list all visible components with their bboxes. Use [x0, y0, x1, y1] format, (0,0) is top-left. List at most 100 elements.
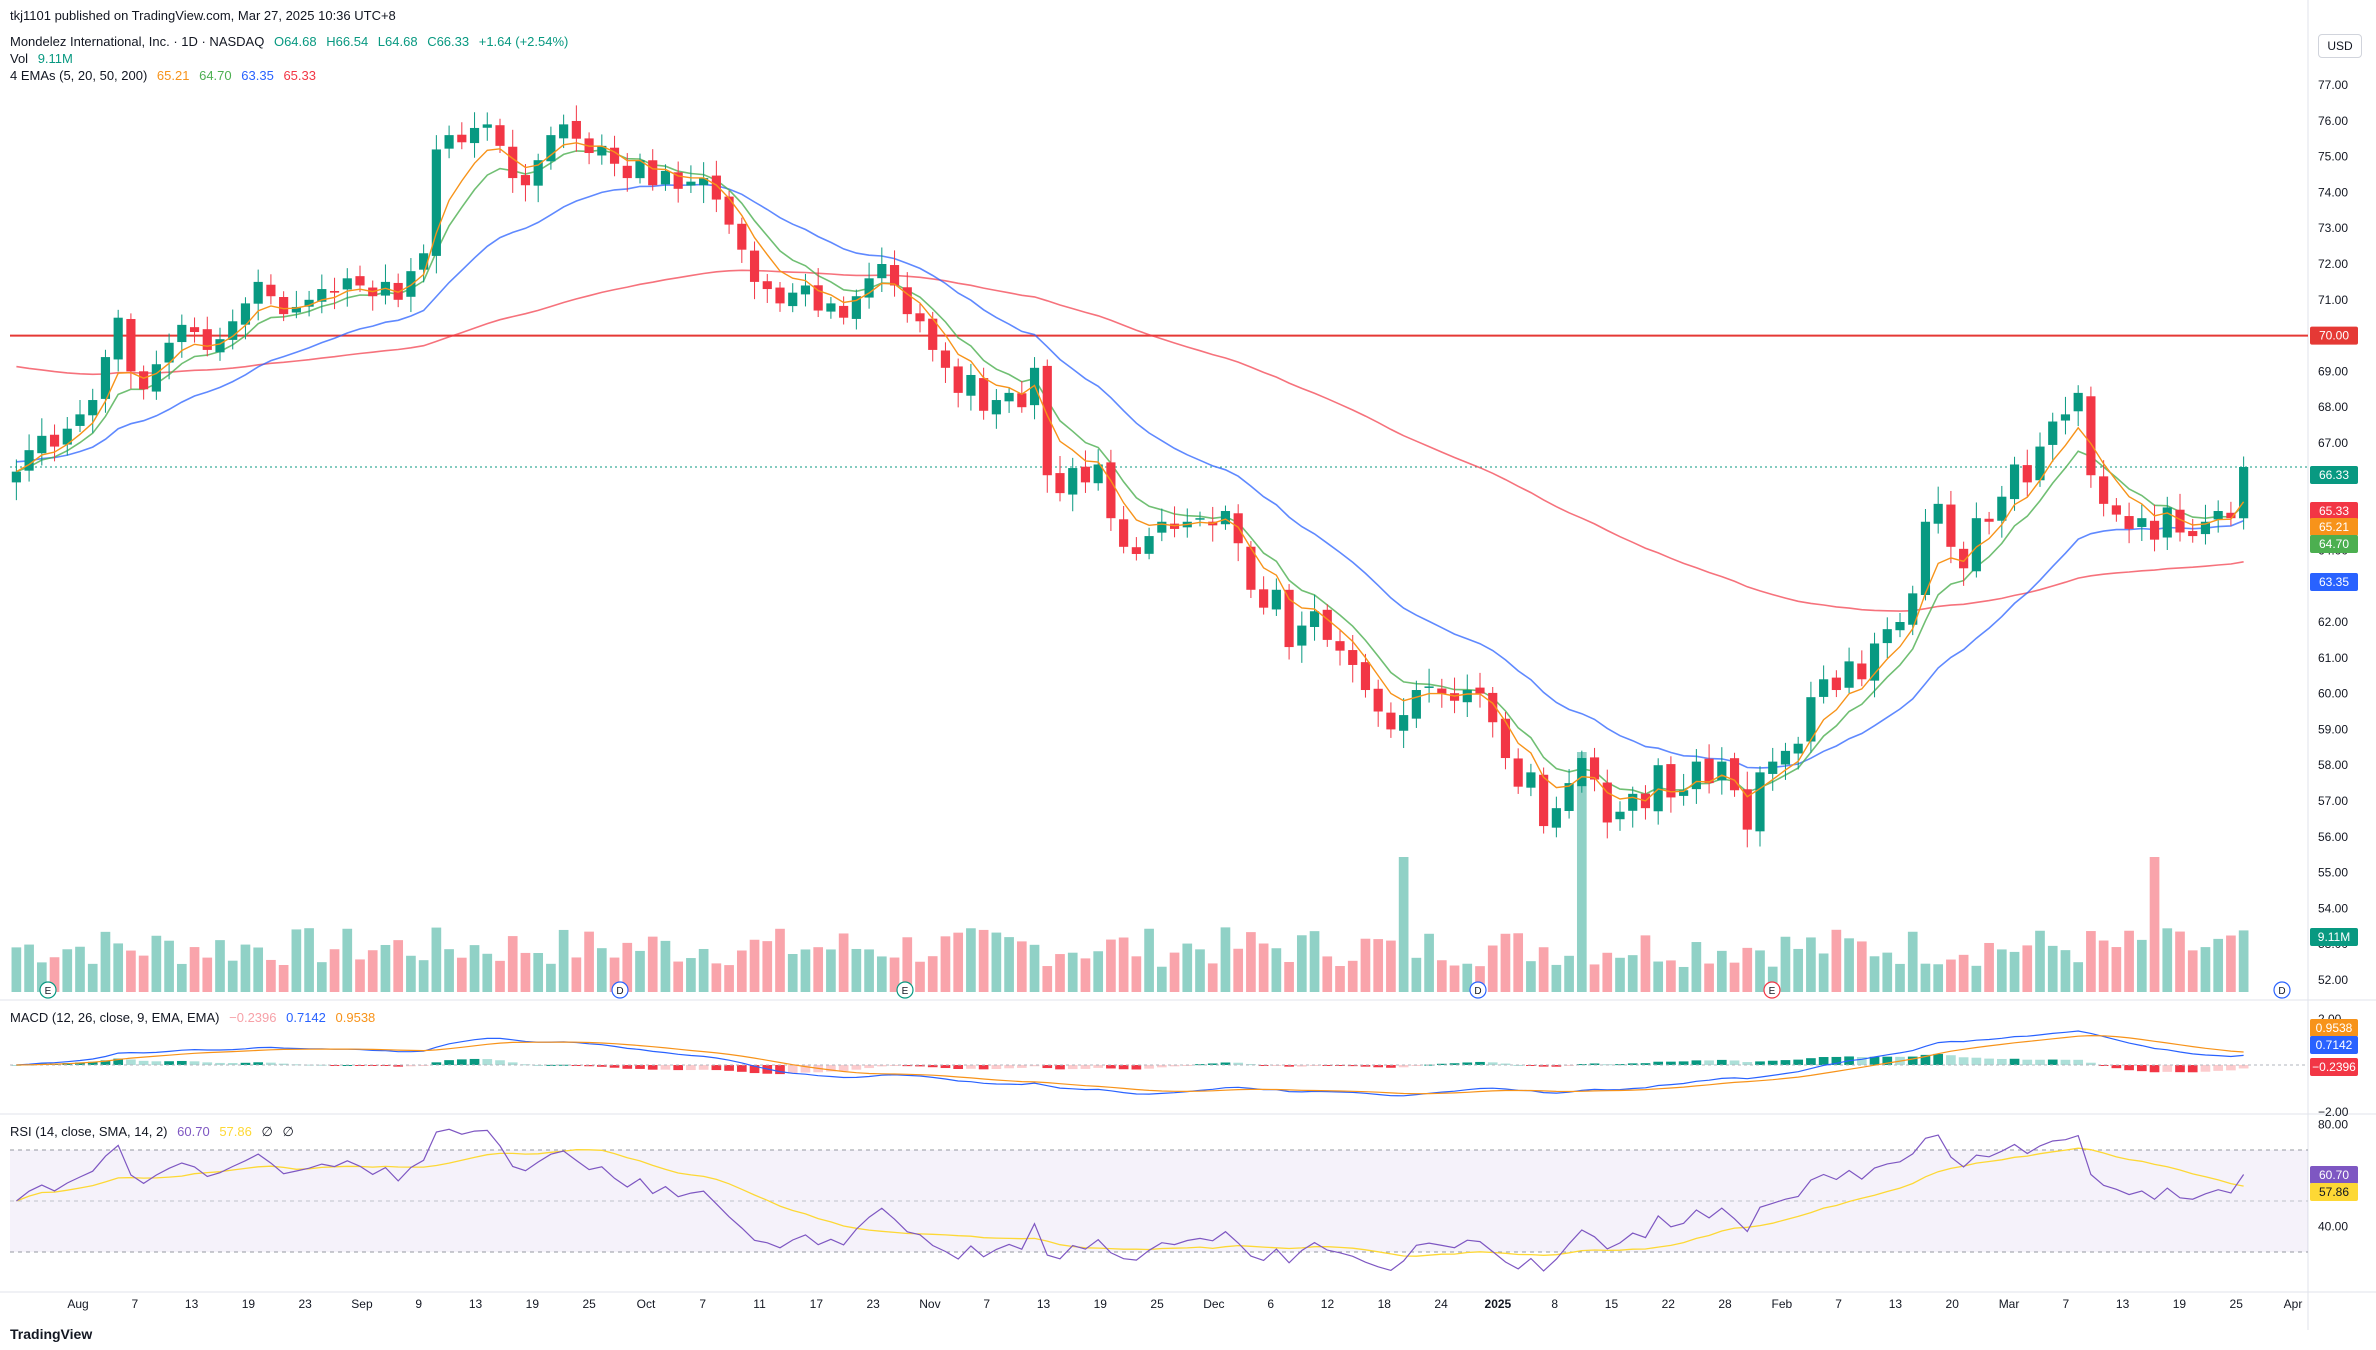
ema200-value: 65.33: [283, 68, 316, 83]
time-tick-label: Apr: [2284, 1297, 2303, 1311]
candle: [1220, 505, 1231, 530]
candle: [1857, 650, 1867, 687]
volume-bar: [571, 957, 582, 992]
volume-bar: [1627, 955, 1638, 992]
candle-body: [1997, 496, 2007, 521]
macd-histogram-bar: [1500, 1063, 1511, 1065]
volume-bar: [2200, 947, 2211, 992]
macd-histogram-bar: [240, 1062, 251, 1065]
volume-bar: [342, 928, 353, 992]
macd-histogram-bar: [966, 1065, 976, 1069]
macd-histogram-bar: [1653, 1061, 1664, 1065]
macd-histogram-bar: [406, 1065, 416, 1067]
candle-body: [1882, 629, 1892, 644]
volume-bar: [2238, 930, 2249, 992]
candle-body: [1589, 757, 1600, 780]
candle-body: [457, 134, 467, 143]
macd-histogram-bar: [1156, 1065, 1167, 1068]
time-tick-label: 7: [131, 1297, 138, 1311]
candle-body: [1819, 679, 1829, 697]
candle: [1335, 629, 1345, 666]
price-tick-label: 56.00: [2318, 830, 2348, 844]
candle-body: [2048, 421, 2058, 445]
candle-body: [979, 378, 989, 411]
candle: [1729, 752, 1740, 797]
time-tick-label: 25: [1150, 1297, 1164, 1311]
candle: [1055, 456, 1065, 502]
macd-histogram-bar: [876, 1065, 887, 1067]
candle: [304, 290, 314, 317]
macd-histogram-bar: [176, 1060, 187, 1065]
candle: [788, 283, 798, 313]
candle-body: [1653, 765, 1663, 812]
candle: [2086, 386, 2096, 488]
event-marker-label: D: [616, 986, 623, 997]
volume-bar: [1526, 961, 1536, 992]
volume-bar: [698, 948, 709, 992]
volume-bar: [2136, 939, 2147, 992]
volume-bar: [1729, 962, 1740, 992]
candle-body: [2149, 520, 2160, 540]
candle: [622, 153, 632, 192]
candle-body: [902, 287, 912, 315]
price-tick-label: 77.00: [2318, 78, 2348, 92]
macd-histogram-bar: [647, 1065, 658, 1070]
currency-button[interactable]: USD: [2318, 34, 2362, 58]
time-tick-label: 19: [1094, 1297, 1108, 1311]
macd-histogram-bar: [1144, 1065, 1154, 1069]
candle: [1679, 773, 1689, 806]
macd-tag-label: 0.7142: [2316, 1038, 2353, 1052]
ema20-line: [16, 149, 2245, 795]
candle-body: [1042, 365, 1052, 476]
volume-legend[interactable]: Vol 9.11M: [10, 51, 79, 66]
macd-line: [16, 1030, 2244, 1097]
candle: [1169, 506, 1180, 538]
volume-bar: [126, 950, 136, 992]
macd-histogram-bar: [864, 1065, 874, 1069]
tradingview-logo[interactable]: TradingView: [10, 1326, 92, 1342]
candle: [1831, 670, 1841, 698]
candle-body: [1399, 715, 1409, 731]
candle-body: [2099, 476, 2109, 504]
rsi-legend[interactable]: RSI (14, close, SMA, 14, 2) 60.70 57.86 …: [10, 1124, 300, 1140]
candle: [1780, 742, 1791, 780]
macd-histogram-bar: [1755, 1061, 1765, 1065]
macd-histogram-bar: [2187, 1065, 2198, 1073]
candle-body: [1602, 782, 1612, 823]
candle: [100, 349, 111, 413]
macd-legend[interactable]: MACD (12, 26, close, 9, EMA, EMA) −0.239…: [10, 1010, 381, 1025]
candle-body: [2188, 531, 2198, 537]
volume-bar: [1386, 940, 1396, 992]
candle: [1259, 576, 1269, 615]
volume-bar: [1933, 964, 1944, 992]
candle-body: [597, 145, 607, 156]
candle-body: [1195, 518, 1205, 520]
candle-body: [2111, 505, 2121, 515]
macd-histogram-bar: [1793, 1059, 1804, 1065]
macd-histogram-bar: [686, 1065, 696, 1071]
macd-histogram-bar: [266, 1062, 276, 1065]
volume-bar: [978, 929, 989, 992]
volume-bar: [266, 959, 276, 992]
candle-body: [317, 289, 327, 302]
symbol-name[interactable]: Mondelez International, Inc. · 1D · NASD…: [10, 34, 265, 49]
candle-body: [864, 278, 874, 298]
volume-bar: [889, 957, 900, 992]
candle-body: [469, 127, 480, 144]
macd-histogram-bar: [1386, 1065, 1396, 1068]
symbol-legend[interactable]: Mondelez International, Inc. · 1D · NASD…: [10, 34, 574, 49]
candle: [813, 268, 823, 318]
macd-histogram-bar: [202, 1062, 213, 1065]
candle-body: [826, 303, 836, 312]
candle: [1551, 796, 1561, 838]
ema-legend[interactable]: 4 EMAs (5, 20, 50, 200) 65.21 64.70 63.3…: [10, 68, 322, 83]
volume-bar: [800, 949, 811, 992]
candle-body: [2060, 414, 2071, 421]
candle-body: [1628, 793, 1638, 811]
candle: [1424, 668, 1434, 703]
macd-histogram-bar: [2060, 1059, 2071, 1065]
macd-histogram-bar: [596, 1065, 607, 1067]
macd-histogram-bar: [736, 1065, 747, 1072]
candle: [1119, 506, 1129, 554]
